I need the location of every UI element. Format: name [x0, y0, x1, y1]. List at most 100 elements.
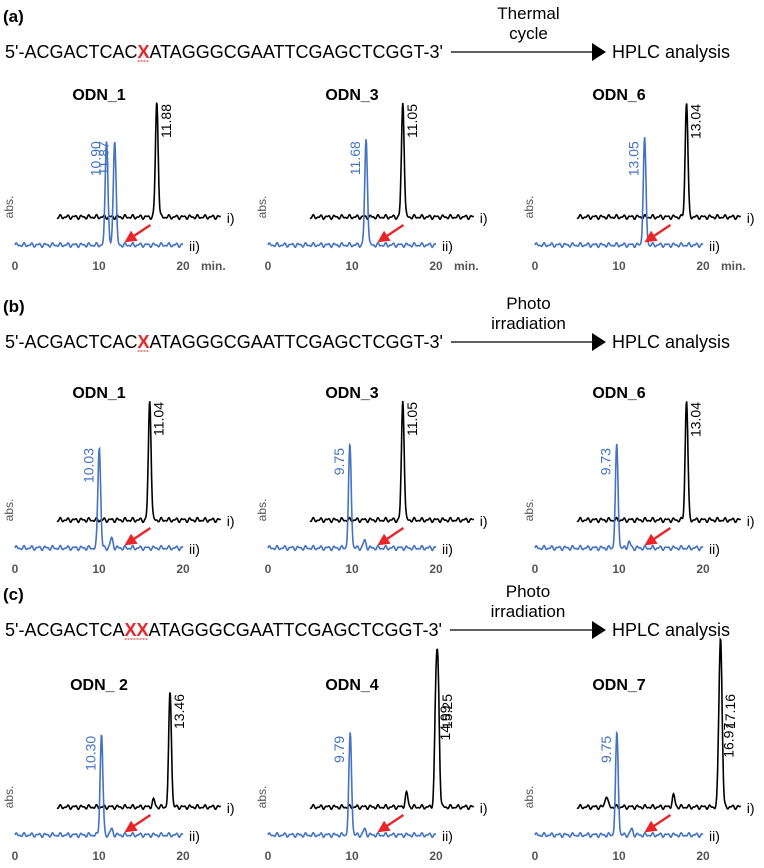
red-arrow	[377, 527, 405, 546]
chart-1-0: ODN_1 abs. 0 10 20 i) 11.04 ii) 10.03	[2, 385, 235, 576]
trace-i-line	[309, 400, 475, 524]
x-tick-label: 0	[265, 562, 272, 576]
x-tick-label: 0	[12, 259, 19, 273]
red-arrow	[377, 814, 405, 833]
peak-label: 13.05	[626, 141, 642, 176]
trace-label: i)	[480, 800, 488, 816]
x-tick-label: 20	[696, 849, 710, 863]
x-tick-label: 10	[612, 259, 626, 273]
chart-0-2: ODN_6 abs. 0 10 20 min. i) 13.04 ii) 13.05	[522, 87, 755, 273]
peak-label: 13.46	[171, 694, 187, 729]
process-arrowhead	[592, 333, 606, 351]
trace-label: i)	[227, 513, 235, 529]
y-axis-label: abs.	[255, 786, 269, 809]
peak-label: 10.90	[88, 141, 104, 176]
x-tick-label: 20	[176, 849, 190, 863]
x-tick-label: 20	[176, 562, 190, 576]
peak-label: 9.75	[331, 448, 347, 475]
result-label: HPLC analysis	[612, 620, 730, 640]
x-tick-label: 0	[265, 849, 272, 863]
peak-label: 14.99	[437, 705, 453, 740]
x-tick-label: 10	[92, 849, 106, 863]
x-unit-label: min.	[201, 259, 226, 273]
trace-ii-line	[14, 446, 184, 552]
y-axis-label: abs.	[255, 499, 269, 522]
x-tick-label: 10	[345, 562, 359, 576]
trace-label: ii)	[709, 238, 720, 254]
trace-ii-line	[534, 443, 704, 552]
peak-label: 11.88	[158, 104, 174, 138]
panel-label: (a)	[3, 7, 24, 26]
trace-label: i)	[747, 800, 755, 816]
process-line-2: cycle	[509, 24, 548, 43]
process-line-1: Photo	[506, 294, 550, 313]
x-tick-label: 0	[12, 562, 19, 576]
trace-ii-line	[267, 442, 437, 552]
y-axis-label: abs.	[522, 499, 536, 522]
process-line-1: Photo	[506, 582, 550, 601]
y-axis-label: abs.	[522, 196, 536, 219]
trace-i-line	[56, 401, 222, 524]
trace-i-line	[309, 648, 474, 811]
sequence-prefix: 5'-ACGACTCAC	[5, 42, 137, 62]
result-label: HPLC analysis	[612, 42, 730, 62]
peak-label: 15.25	[439, 694, 455, 729]
red-arrow	[377, 224, 405, 243]
trace-label: ii)	[189, 828, 200, 844]
x-tick-label: 0	[532, 849, 539, 863]
chart-1-2: ODN_6 abs. 0 10 20 i) 13.04 ii) 9.73	[522, 385, 755, 576]
chart-title: ODN_6	[592, 385, 645, 402]
trace-ii-line	[14, 734, 184, 839]
trace-ii-line	[267, 139, 437, 249]
x-tick-label: 10	[612, 849, 626, 863]
section-0: (a) 5'-ACGACTCAC X ATAGGGCGAATTCGAGCTCGGT-3…	[3, 4, 730, 62]
sequence-suffix: ATAGGGCGAATTCGAGCTCGGT-3'	[149, 332, 442, 352]
peak-label: 10.30	[83, 736, 99, 771]
trace-label: i)	[480, 210, 488, 226]
trace-label: i)	[480, 513, 488, 529]
x-tick-label: 20	[429, 562, 443, 576]
process-line-2: irradiation	[491, 314, 566, 333]
y-axis-label: abs.	[2, 196, 16, 219]
trace-i-line	[576, 103, 741, 221]
peak-label: 9.75	[598, 736, 614, 763]
trace-label: i)	[227, 800, 235, 816]
trace-i-line	[576, 401, 742, 524]
process-arrowhead	[592, 43, 606, 61]
trace-ii-line	[267, 732, 437, 839]
x-tick-label: 20	[429, 259, 443, 273]
x-tick-label: 10	[92, 259, 106, 273]
trace-label: ii)	[442, 541, 453, 557]
red-arrow	[124, 814, 152, 833]
y-axis-label: abs.	[255, 196, 269, 219]
trace-label: ii)	[709, 541, 720, 557]
sequence-suffix: ATAGGGCGAATTCGAGCTCGGT-3'	[148, 620, 441, 640]
x-tick-label: 20	[696, 259, 710, 273]
red-arrow	[124, 527, 152, 546]
x-tick-label: 20	[429, 849, 443, 863]
process-arrowhead	[592, 621, 606, 639]
trace-label: ii)	[442, 828, 453, 844]
peak-label: 10.03	[80, 448, 96, 483]
trace-ii-line	[14, 141, 184, 249]
y-axis-label: abs.	[2, 499, 16, 522]
modified-base-x: XX	[124, 620, 148, 640]
red-arrow	[644, 527, 672, 546]
trace-i-line	[56, 692, 221, 811]
section-2: (c) 5'-ACGACTCA XX ATAGGGCGAATTCGAGCTCGGT-3…	[3, 582, 730, 640]
chart-title: ODN_1	[72, 385, 125, 402]
x-tick-label: 10	[345, 259, 359, 273]
chart-1-1: ODN_3 abs. 0 10 20 i) 11.05 ii) 9.75	[255, 385, 488, 576]
peak-label: 13.04	[688, 402, 704, 437]
trace-ii-line	[534, 730, 704, 839]
peak-label: 17.16	[722, 694, 738, 729]
trace-i-line	[576, 637, 741, 811]
x-tick-label: 20	[176, 259, 190, 273]
red-arrow	[644, 224, 672, 243]
process-line-2: irradiation	[491, 602, 566, 621]
chart-0-1: ODN_3 abs. 0 10 20 min. i) 11.05 ii) 11.68	[255, 87, 488, 273]
trace-ii-line	[534, 137, 704, 249]
process-line-1: Thermal	[497, 4, 559, 23]
